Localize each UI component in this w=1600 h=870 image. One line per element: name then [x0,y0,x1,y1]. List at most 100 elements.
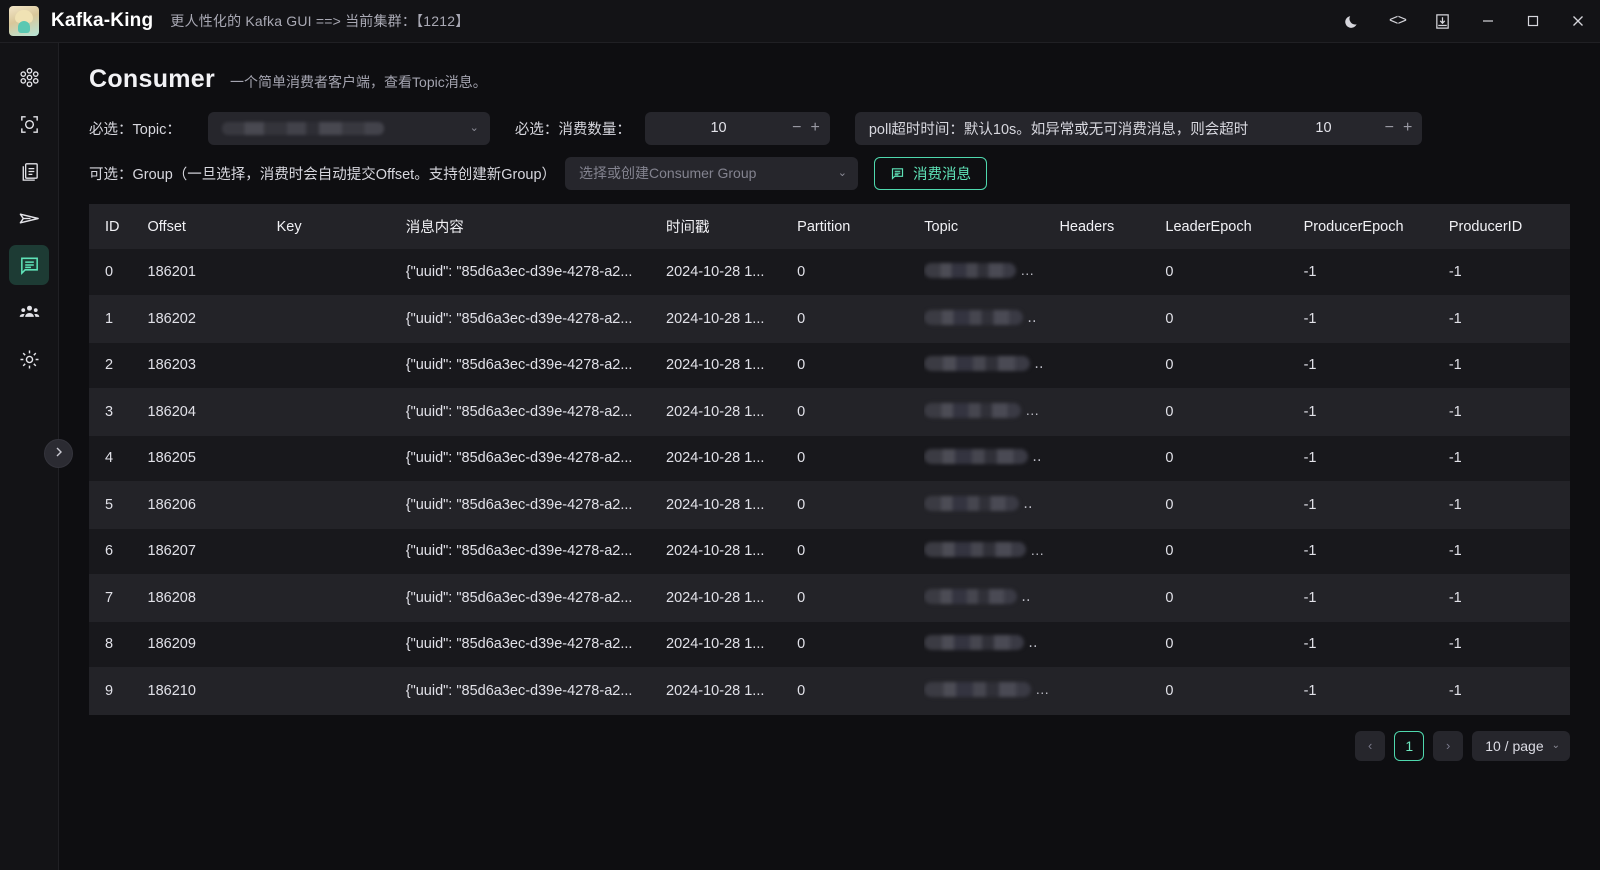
message-cell-key [276,295,406,343]
message-cell-producer-id: -1 [1448,342,1570,389]
topic-value-redacted: … [924,681,1049,697]
message-cell-timestamp: 2024-10-28 1... [666,388,798,436]
message-cell-producer-id: -1 [1448,295,1570,343]
message-cell-key [276,667,406,715]
consume-messages-button[interactable]: 消费消息 [874,156,988,190]
message-cell-id: 4 [89,435,148,482]
pagination-page-1[interactable]: 1 [1394,730,1425,761]
message-cell-producer-id: -1 [1448,481,1570,529]
import-button[interactable] [1420,0,1465,43]
count-minus-button[interactable]: − [792,119,802,136]
table-row[interactable]: 9 186210 {"uuid": "85d6a3ec-d39e-4278-a2..… [89,667,1570,715]
table-row[interactable]: 3 186204 {"uuid": "85d6a3ec-d39e-4278-a2..… [89,388,1570,436]
message-cell-leader-epoch: 0 [1165,249,1304,296]
column-header-id[interactable]: ID [89,204,148,249]
message-cell-topic: … [924,249,1060,296]
message-cell-timestamp: 2024-10-28 1... [666,667,798,715]
consume-count-stepper[interactable]: 10 − + [644,111,830,145]
message-cell-offset: 186203 [147,342,277,389]
chevron-right-icon [53,445,65,463]
message-cell-leader-epoch: 0 [1165,342,1304,389]
column-header-offset[interactable]: Offset [147,204,277,249]
column-header-timestamp[interactable]: 时间戳 [666,204,798,249]
sidebar-item-consumer[interactable] [9,245,49,285]
devtools-button[interactable]: <> [1375,0,1420,43]
chevron-down-icon: ⌄ [1551,740,1560,751]
message-cell-timestamp: 2024-10-28 1... [666,481,798,529]
message-cell-producer-epoch: -1 [1303,621,1449,668]
table-row[interactable]: 7 186208 {"uuid": "85d6a3ec-d39e-4278-a2..… [89,574,1570,622]
column-header-message[interactable]: 消息内容 [405,204,667,249]
message-cell-leader-epoch: 0 [1165,435,1304,482]
column-header-producer-epoch[interactable]: ProducerEpoch [1303,204,1449,249]
column-header-topic[interactable]: Topic [924,204,1060,249]
consumer-group-select[interactable]: 选择或创建Consumer Group ⌄ [565,156,859,190]
message-icon [890,166,905,181]
message-cell-id: 1 [89,295,148,343]
minimize-button[interactable] [1465,0,1510,43]
close-icon [1570,13,1586,29]
titlebar: Kafka-King 更人性化的 Kafka GUI ==> 当前集群：【121… [0,0,1600,43]
pagination-next-button[interactable]: › [1433,730,1464,761]
message-cell-offset: 186209 [147,621,277,668]
message-cell-offset: 186206 [147,481,277,529]
sidebar-item-producer[interactable] [9,198,49,238]
message-cell-content: {"uuid": "85d6a3ec-d39e-4278-a2... [405,621,667,668]
message-cell-producer-epoch: -1 [1303,388,1449,436]
table-row[interactable]: 4 186205 {"uuid": "85d6a3ec-d39e-4278-a2..… [89,435,1570,482]
column-header-headers[interactable]: Headers [1059,204,1166,249]
table-head: ID Offset Key 消息内容 时间戳 Partition Topic H… [89,204,1570,249]
message-cell-timestamp: 2024-10-28 1... [666,528,798,575]
table-row[interactable]: 1 186202 {"uuid": "85d6a3ec-d39e-4278-a2..… [89,295,1570,343]
maximize-button[interactable] [1510,0,1555,43]
message-cell-content: {"uuid": "85d6a3ec-d39e-4278-a2... [405,667,667,715]
message-cell-leader-epoch: 0 [1165,388,1304,436]
column-header-producer-id[interactable]: ProducerID [1448,204,1570,249]
theme-toggle-button[interactable] [1330,0,1375,43]
moon-icon [1344,13,1361,30]
table-row[interactable]: 5 186206 {"uuid": "85d6a3ec-d39e-4278-a2..… [89,481,1570,529]
message-cell-leader-epoch: 0 [1165,481,1304,529]
message-cell-producer-epoch: -1 [1303,667,1449,715]
message-cell-leader-epoch: 0 [1165,574,1304,622]
topic-value-redacted: … [924,402,1039,418]
poll-steppers[interactable]: − + [1385,119,1413,137]
messages-table-wrapper: ID Offset Key 消息内容 时间戳 Partition Topic H… [89,204,1570,715]
main-content: Consumer 一个简单消费者客户端，查看Topic消息。 必选：Topic：… [59,43,1600,870]
sidebar-expand-button[interactable] [44,439,73,468]
poll-timeout-stepper[interactable]: 10 − + [1262,111,1423,145]
page-size-select[interactable]: 10 / page ⌄ [1472,730,1570,761]
sidebar-item-broker[interactable] [9,104,49,144]
sidebar-item-cluster[interactable] [9,57,49,97]
column-header-partition[interactable]: Partition [797,204,925,249]
message-cell-partition: 0 [797,481,925,529]
sidebar-item-topic[interactable] [9,151,49,191]
app-title: Kafka-King [51,10,154,31]
message-cell-headers [1059,528,1166,575]
pagination-prev-button[interactable]: ‹ [1355,730,1386,761]
topic-value-redacted: ‥ [924,448,1042,465]
poll-plus-button[interactable]: + [1402,119,1413,136]
table-row[interactable]: 8 186209 {"uuid": "85d6a3ec-d39e-4278-a2..… [89,621,1570,668]
download-box-icon [1434,13,1451,30]
message-cell-producer-epoch: -1 [1303,574,1449,622]
close-button[interactable] [1555,0,1600,43]
message-cell-leader-epoch: 0 [1165,295,1304,343]
table-row[interactable]: 0 186201 {"uuid": "85d6a3ec-d39e-4278-a2..… [89,249,1570,296]
message-cell-producer-id: -1 [1448,388,1570,436]
topic-select[interactable]: ⌄ [207,111,490,145]
sidebar-item-settings[interactable] [9,339,49,379]
table-row[interactable]: 6 186207 {"uuid": "85d6a3ec-d39e-4278-a2..… [89,528,1570,575]
column-header-key[interactable]: Key [276,204,406,249]
column-header-leader-epoch[interactable]: LeaderEpoch [1165,204,1304,249]
group-label: 可选：Group（一旦选择，消费时会自动提交Offset。支持创建新Group） [89,166,557,183]
count-steppers[interactable]: − + [792,119,820,137]
poll-timeout-label: poll超时时间：默认10s。如异常或无可消费消息，则会超时 [854,111,1263,145]
table-row[interactable]: 2 186203 {"uuid": "85d6a3ec-d39e-4278-a2..… [89,342,1570,389]
poll-minus-button[interactable]: − [1384,119,1394,136]
sidebar-item-group[interactable] [9,292,49,332]
window-controls: <> [1330,0,1600,43]
count-plus-button[interactable]: + [810,119,820,136]
message-cell-partition: 0 [797,574,925,622]
message-cell-producer-id: -1 [1448,667,1570,715]
